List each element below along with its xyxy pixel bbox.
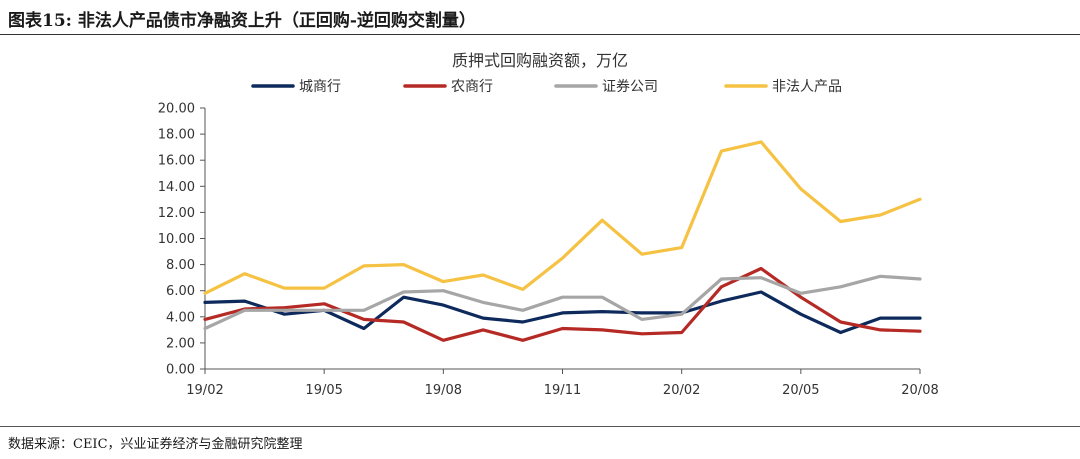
y-tick-label: 18.00 [158, 128, 195, 143]
y-tick-label: 4.00 [166, 310, 195, 325]
x-tick-label: 19/11 [544, 383, 581, 398]
legend: 城商行 农商行 证券公司 非法人产品 [251, 79, 842, 95]
x-tick-label: 19/05 [305, 383, 342, 398]
y-tick-label: 6.00 [166, 284, 195, 299]
y-tick-label: 14.00 [158, 180, 195, 195]
chart-title: 质押式回购融资额，万亿 [452, 51, 628, 70]
source-note: 数据来源：CEIC，兴业证券经济与金融研究院整理 [8, 437, 303, 452]
figure-header: 图表15: 非法人产品债市净融资上升（正回购-逆回购交割量） [0, 0, 1080, 35]
legend-label: 城商行 [299, 79, 341, 95]
legend-label: 非法人产品 [772, 79, 842, 95]
y-tick-label: 16.00 [158, 154, 195, 169]
y-tick-label: 12.00 [158, 206, 195, 221]
legend-label: 农商行 [451, 79, 493, 95]
x-tick-label: 19/08 [425, 383, 462, 398]
y-tick-label: 0.00 [166, 363, 195, 378]
y-tick-label: 8.00 [166, 258, 195, 273]
x-tick-label: 20/02 [663, 383, 700, 398]
x-tick-label: 20/05 [782, 383, 819, 398]
legend-label: 证券公司 [602, 79, 658, 95]
x-tick-label: 19/02 [186, 383, 223, 398]
series-line-2 [203, 266, 922, 342]
series-lines [203, 140, 922, 342]
y-tick-label: 20.00 [158, 102, 195, 117]
line-chart: 质押式回购融资额，万亿 城商行 农商行 证券公司 非法人产品 0.00 2.00 4.00… [158, 51, 939, 399]
figure-footer: 数据来源：CEIC，兴业证券经济与金融研究院整理 [0, 426, 1080, 459]
y-tick-label: 10.00 [158, 232, 195, 247]
series-line-4 [203, 140, 922, 295]
axes: 0.00 2.00 4.00 6.00 8.00 10.00 12.00 14.00 16.00… [158, 102, 939, 399]
y-tick-label: 2.00 [166, 336, 195, 351]
figure-title: 图表15: 非法人产品债市净融资上升（正回购-逆回购交割量） [8, 11, 476, 31]
x-tick-label: 20/08 [901, 383, 938, 398]
series-line-3 [203, 274, 922, 331]
